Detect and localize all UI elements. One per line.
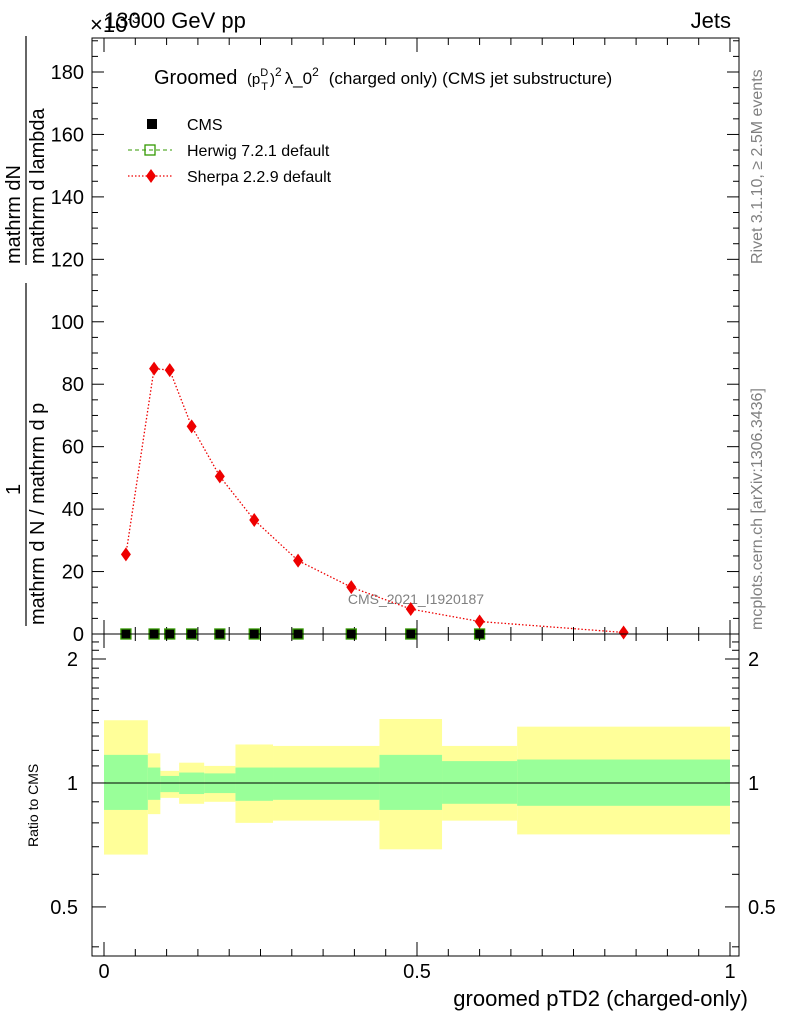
main-y-tick-label: 140 bbox=[51, 187, 84, 209]
y-label-lower: mathrm d N / mathrm d p bbox=[27, 403, 49, 625]
ratio-x-ticks: 0 0.5 1 bbox=[98, 634, 736, 983]
mcplots-label: mcplots.cern.ch [arXiv:1306.3436] bbox=[749, 388, 766, 630]
ratio-x-tick-label: 0 bbox=[98, 961, 109, 983]
main-y-tick-label: 40 bbox=[62, 499, 84, 521]
legend-item-herwig: Herwig 7.2.1 default bbox=[128, 143, 330, 160]
legend-label-sherpa: Sherpa 2.2.9 default bbox=[187, 169, 332, 186]
main-y-axis-label: mathrm dN mathrm d lambda 1 mathrm d N /… bbox=[3, 36, 49, 626]
ratio-y-axis-label: Ratio to CMS bbox=[25, 764, 41, 847]
legend-label-cms: CMS bbox=[187, 117, 223, 134]
ratio-stat-band bbox=[147, 767, 161, 800]
ratio-stat-band bbox=[379, 754, 443, 810]
legend-marker-sherpa bbox=[146, 169, 156, 183]
sherpa-point bbox=[293, 553, 304, 568]
y-label-denominator-top: mathrm d lambda bbox=[27, 108, 49, 264]
ratio-bands-layer bbox=[104, 718, 730, 855]
sherpa-point bbox=[164, 363, 175, 378]
main-y-tick-label: 80 bbox=[62, 374, 84, 396]
main-x-ticks bbox=[103, 38, 731, 634]
sherpa-point bbox=[405, 602, 416, 617]
legend-item-sherpa: Sherpa 2.2.9 default bbox=[128, 169, 332, 186]
ratio-stat-band bbox=[235, 767, 274, 801]
sherpa-point bbox=[214, 469, 225, 484]
rivet-label: Rivet 3.1.10, ≥ 2.5M events bbox=[749, 69, 766, 264]
main-y-tick-label: 60 bbox=[62, 437, 84, 459]
main-y-tick-label: 20 bbox=[62, 562, 84, 584]
sherpa-point bbox=[346, 580, 357, 595]
ratio-x-tick-label: 1 bbox=[724, 961, 735, 983]
ratio-y-tick-label-right: 2 bbox=[748, 649, 759, 671]
main-y-ticks: 0 20 40 60 80 100 120 140 160 180 bbox=[51, 40, 739, 646]
ratio-y-tick-label: 1 bbox=[67, 773, 78, 795]
ratio-y-tick-label-right: 1 bbox=[748, 773, 759, 795]
legend-item-cms: CMS bbox=[147, 117, 223, 134]
ratio-y-tick-label-right: 0.5 bbox=[748, 897, 776, 919]
sherpa-point bbox=[120, 547, 131, 562]
legend: CMS Herwig 7.2.1 default Sherpa 2.2.9 de… bbox=[128, 117, 332, 186]
main-y-tick-label: 160 bbox=[51, 124, 84, 146]
analysis-watermark: CMS_2021_I1920187 bbox=[348, 591, 484, 607]
ratio-stat-band bbox=[273, 767, 380, 800]
x-axis-label: groomed pTD2 (charged-only) bbox=[453, 986, 748, 1011]
main-y-tick-label: 120 bbox=[51, 249, 84, 271]
plot-title: Groomed (pD T)2 λ_02 (charged only) (CMS je… bbox=[154, 65, 612, 93]
ratio-stat-band bbox=[160, 775, 180, 793]
ratio-stat-band bbox=[104, 754, 148, 810]
category-label: Jets bbox=[691, 8, 731, 33]
y-label-numerator: mathrm dN bbox=[3, 165, 25, 264]
main-y-tick-label: 180 bbox=[51, 62, 84, 84]
main-y-tick-label: 100 bbox=[51, 312, 84, 334]
energy-label: 13000 GeV pp bbox=[104, 8, 246, 33]
sherpa-point bbox=[249, 513, 260, 528]
sherpa-point bbox=[149, 361, 160, 376]
ratio-plot-frame bbox=[91, 633, 740, 957]
sherpa-point bbox=[186, 419, 197, 434]
ratio-y-tick-label: 0.5 bbox=[50, 897, 78, 919]
y-label-one: 1 bbox=[3, 484, 25, 495]
exponent-label: ×10-3 bbox=[90, 10, 140, 37]
ratio-y-tick-label: 2 bbox=[67, 649, 78, 671]
ratio-stat-band bbox=[442, 761, 518, 804]
main-y-tick-label: 0 bbox=[73, 624, 84, 646]
sherpa-point bbox=[474, 614, 485, 629]
ratio-x-tick-label: 0.5 bbox=[403, 961, 431, 983]
ratio-y-ticks: 0.5 0.5 1 1 2 2 bbox=[50, 641, 776, 948]
legend-marker-herwig bbox=[144, 144, 156, 156]
sherpa-point bbox=[618, 625, 629, 640]
legend-label-herwig: Herwig 7.2.1 default bbox=[187, 143, 330, 160]
legend-marker-cms bbox=[147, 119, 157, 129]
